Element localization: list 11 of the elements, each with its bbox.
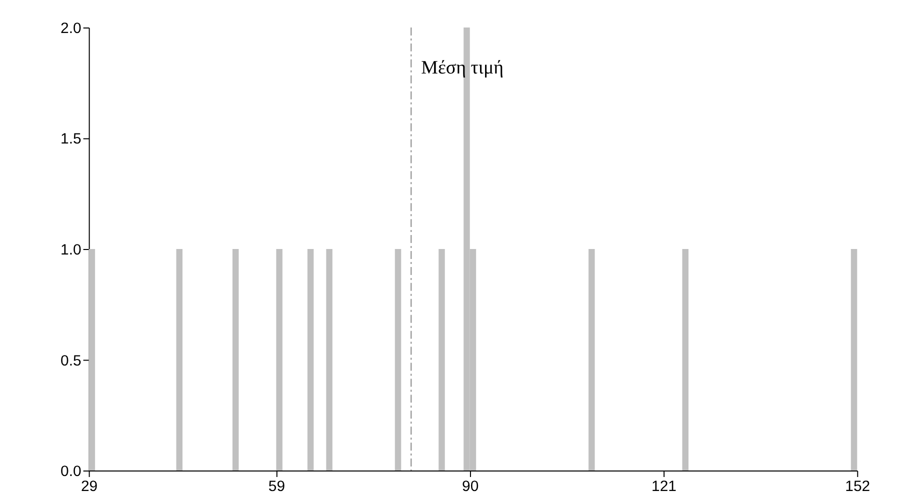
x-tick-label: 121 <box>652 478 676 495</box>
y-tick-label: 2.0 <box>60 20 82 37</box>
ref-line-label: Μέση τιμή <box>421 57 504 78</box>
x-tick-label: 29 <box>80 478 98 495</box>
y-tick-label: 0.5 <box>60 352 82 370</box>
x-tick-label: 152 <box>845 478 870 495</box>
x-tick-label: 59 <box>268 478 286 495</box>
y-tick-label: 1.0 <box>60 241 82 258</box>
y-tick-label: 0.0 <box>60 463 82 480</box>
y-tick-label: 1.5 <box>60 130 82 148</box>
x-tick-label: 90 <box>462 478 479 495</box>
